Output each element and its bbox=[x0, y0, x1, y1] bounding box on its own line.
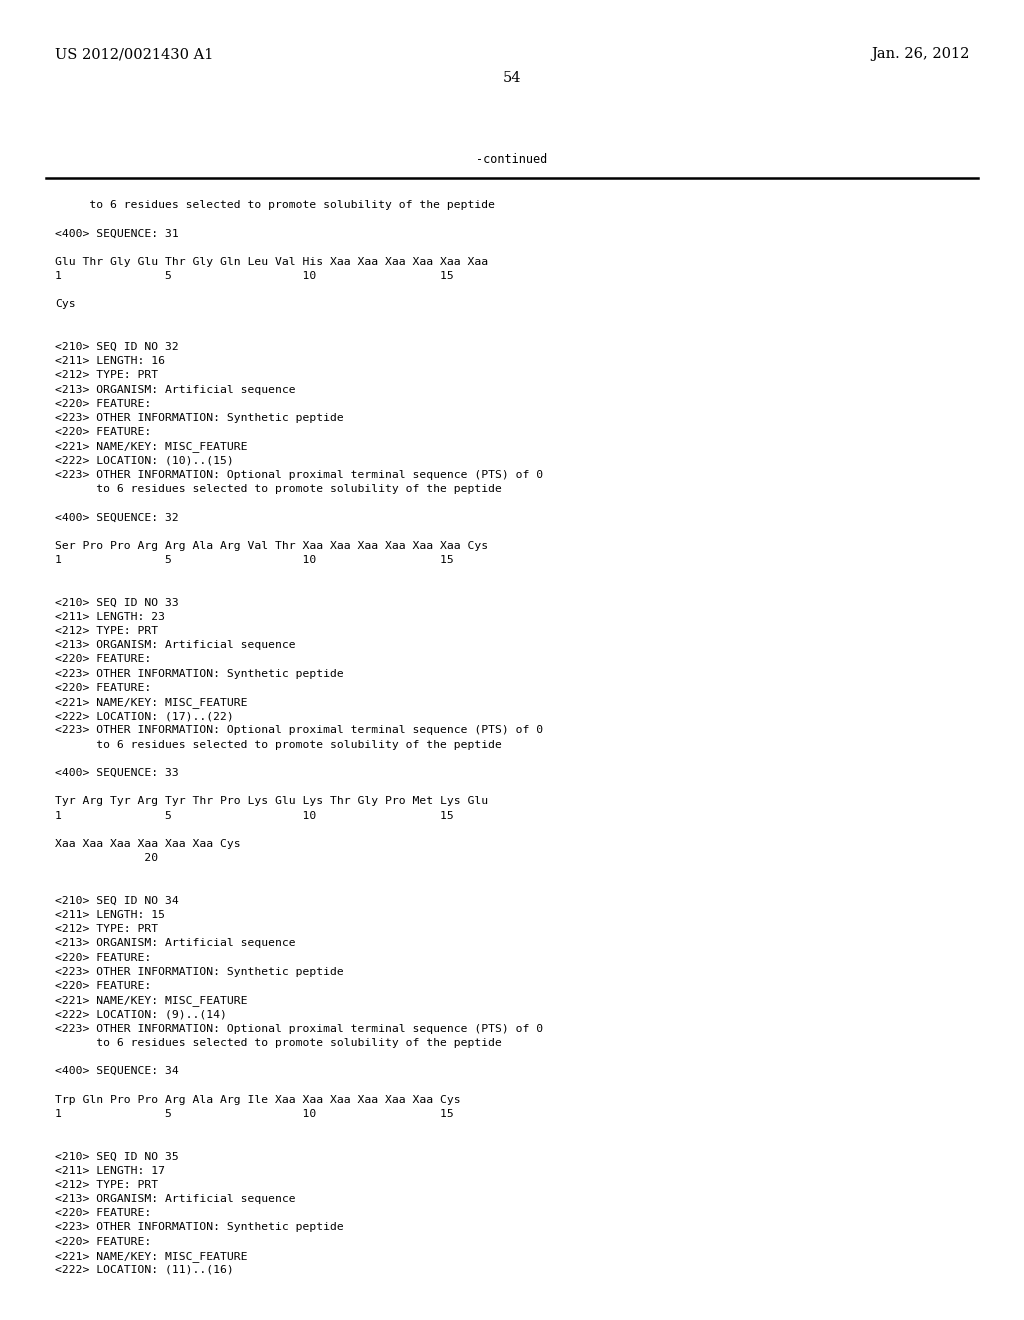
Text: <220> FEATURE:: <220> FEATURE: bbox=[55, 981, 152, 991]
Text: 1               5                   10                  15: 1 5 10 15 bbox=[55, 1109, 454, 1119]
Text: <221> NAME/KEY: MISC_FEATURE: <221> NAME/KEY: MISC_FEATURE bbox=[55, 1251, 248, 1262]
Text: <212> TYPE: PRT: <212> TYPE: PRT bbox=[55, 924, 158, 935]
Text: <222> LOCATION: (11)..(16): <222> LOCATION: (11)..(16) bbox=[55, 1265, 233, 1275]
Text: <221> NAME/KEY: MISC_FEATURE: <221> NAME/KEY: MISC_FEATURE bbox=[55, 441, 248, 453]
Text: <222> LOCATION: (9)..(14): <222> LOCATION: (9)..(14) bbox=[55, 1010, 227, 1019]
Text: <221> NAME/KEY: MISC_FEATURE: <221> NAME/KEY: MISC_FEATURE bbox=[55, 697, 248, 708]
Text: <211> LENGTH: 15: <211> LENGTH: 15 bbox=[55, 909, 165, 920]
Text: <223> OTHER INFORMATION: Optional proximal terminal sequence (PTS) of 0: <223> OTHER INFORMATION: Optional proxim… bbox=[55, 726, 543, 735]
Text: <212> TYPE: PRT: <212> TYPE: PRT bbox=[55, 371, 158, 380]
Text: <210> SEQ ID NO 32: <210> SEQ ID NO 32 bbox=[55, 342, 179, 352]
Text: Trp Gln Pro Pro Arg Ala Arg Ile Xaa Xaa Xaa Xaa Xaa Xaa Cys: Trp Gln Pro Pro Arg Ala Arg Ile Xaa Xaa … bbox=[55, 1094, 461, 1105]
Text: <400> SEQUENCE: 33: <400> SEQUENCE: 33 bbox=[55, 768, 179, 777]
Text: 54: 54 bbox=[503, 71, 521, 84]
Text: Tyr Arg Tyr Arg Tyr Thr Pro Lys Glu Lys Thr Gly Pro Met Lys Glu: Tyr Arg Tyr Arg Tyr Thr Pro Lys Glu Lys … bbox=[55, 796, 488, 807]
Text: <210> SEQ ID NO 33: <210> SEQ ID NO 33 bbox=[55, 598, 179, 607]
Text: <210> SEQ ID NO 35: <210> SEQ ID NO 35 bbox=[55, 1151, 179, 1162]
Text: Glu Thr Gly Glu Thr Gly Gln Leu Val His Xaa Xaa Xaa Xaa Xaa Xaa: Glu Thr Gly Glu Thr Gly Gln Leu Val His … bbox=[55, 257, 488, 267]
Text: <210> SEQ ID NO 34: <210> SEQ ID NO 34 bbox=[55, 896, 179, 906]
Text: <220> FEATURE:: <220> FEATURE: bbox=[55, 655, 152, 664]
Text: <212> TYPE: PRT: <212> TYPE: PRT bbox=[55, 626, 158, 636]
Text: 1               5                   10                  15: 1 5 10 15 bbox=[55, 554, 454, 565]
Text: <220> FEATURE:: <220> FEATURE: bbox=[55, 428, 152, 437]
Text: <220> FEATURE:: <220> FEATURE: bbox=[55, 682, 152, 693]
Text: <223> OTHER INFORMATION: Optional proximal terminal sequence (PTS) of 0: <223> OTHER INFORMATION: Optional proxim… bbox=[55, 1023, 543, 1034]
Text: Jan. 26, 2012: Jan. 26, 2012 bbox=[871, 48, 970, 61]
Text: -continued: -continued bbox=[476, 153, 548, 166]
Text: 1               5                   10                  15: 1 5 10 15 bbox=[55, 810, 454, 821]
Text: <213> ORGANISM: Artificial sequence: <213> ORGANISM: Artificial sequence bbox=[55, 1195, 296, 1204]
Text: <220> FEATURE:: <220> FEATURE: bbox=[55, 1237, 152, 1246]
Text: <223> OTHER INFORMATION: Optional proximal terminal sequence (PTS) of 0: <223> OTHER INFORMATION: Optional proxim… bbox=[55, 470, 543, 479]
Text: <223> OTHER INFORMATION: Synthetic peptide: <223> OTHER INFORMATION: Synthetic pepti… bbox=[55, 966, 344, 977]
Text: <222> LOCATION: (10)..(15): <222> LOCATION: (10)..(15) bbox=[55, 455, 233, 466]
Text: <220> FEATURE:: <220> FEATURE: bbox=[55, 953, 152, 962]
Text: to 6 residues selected to promote solubility of the peptide: to 6 residues selected to promote solubi… bbox=[55, 1038, 502, 1048]
Text: to 6 residues selected to promote solubility of the peptide: to 6 residues selected to promote solubi… bbox=[55, 739, 502, 750]
Text: <212> TYPE: PRT: <212> TYPE: PRT bbox=[55, 1180, 158, 1189]
Text: to 6 residues selected to promote solubility of the peptide: to 6 residues selected to promote solubi… bbox=[55, 201, 495, 210]
Text: Xaa Xaa Xaa Xaa Xaa Xaa Cys: Xaa Xaa Xaa Xaa Xaa Xaa Cys bbox=[55, 840, 241, 849]
Text: Cys: Cys bbox=[55, 300, 76, 309]
Text: <220> FEATURE:: <220> FEATURE: bbox=[55, 399, 152, 409]
Text: <211> LENGTH: 23: <211> LENGTH: 23 bbox=[55, 611, 165, 622]
Text: <400> SEQUENCE: 34: <400> SEQUENCE: 34 bbox=[55, 1067, 179, 1076]
Text: <211> LENGTH: 16: <211> LENGTH: 16 bbox=[55, 356, 165, 366]
Text: <213> ORGANISM: Artificial sequence: <213> ORGANISM: Artificial sequence bbox=[55, 384, 296, 395]
Text: to 6 residues selected to promote solubility of the peptide: to 6 residues selected to promote solubi… bbox=[55, 484, 502, 494]
Text: <223> OTHER INFORMATION: Synthetic peptide: <223> OTHER INFORMATION: Synthetic pepti… bbox=[55, 413, 344, 422]
Text: <222> LOCATION: (17)..(22): <222> LOCATION: (17)..(22) bbox=[55, 711, 233, 721]
Text: <223> OTHER INFORMATION: Synthetic peptide: <223> OTHER INFORMATION: Synthetic pepti… bbox=[55, 1222, 344, 1233]
Text: <400> SEQUENCE: 32: <400> SEQUENCE: 32 bbox=[55, 512, 179, 523]
Text: <223> OTHER INFORMATION: Synthetic peptide: <223> OTHER INFORMATION: Synthetic pepti… bbox=[55, 669, 344, 678]
Text: 20: 20 bbox=[55, 853, 158, 863]
Text: US 2012/0021430 A1: US 2012/0021430 A1 bbox=[55, 48, 213, 61]
Text: <400> SEQUENCE: 31: <400> SEQUENCE: 31 bbox=[55, 228, 179, 239]
Text: Ser Pro Pro Arg Arg Ala Arg Val Thr Xaa Xaa Xaa Xaa Xaa Xaa Cys: Ser Pro Pro Arg Arg Ala Arg Val Thr Xaa … bbox=[55, 541, 488, 550]
Text: <211> LENGTH: 17: <211> LENGTH: 17 bbox=[55, 1166, 165, 1176]
Text: 1               5                   10                  15: 1 5 10 15 bbox=[55, 271, 454, 281]
Text: <220> FEATURE:: <220> FEATURE: bbox=[55, 1208, 152, 1218]
Text: <213> ORGANISM: Artificial sequence: <213> ORGANISM: Artificial sequence bbox=[55, 640, 296, 651]
Text: <221> NAME/KEY: MISC_FEATURE: <221> NAME/KEY: MISC_FEATURE bbox=[55, 995, 248, 1006]
Text: <213> ORGANISM: Artificial sequence: <213> ORGANISM: Artificial sequence bbox=[55, 939, 296, 948]
